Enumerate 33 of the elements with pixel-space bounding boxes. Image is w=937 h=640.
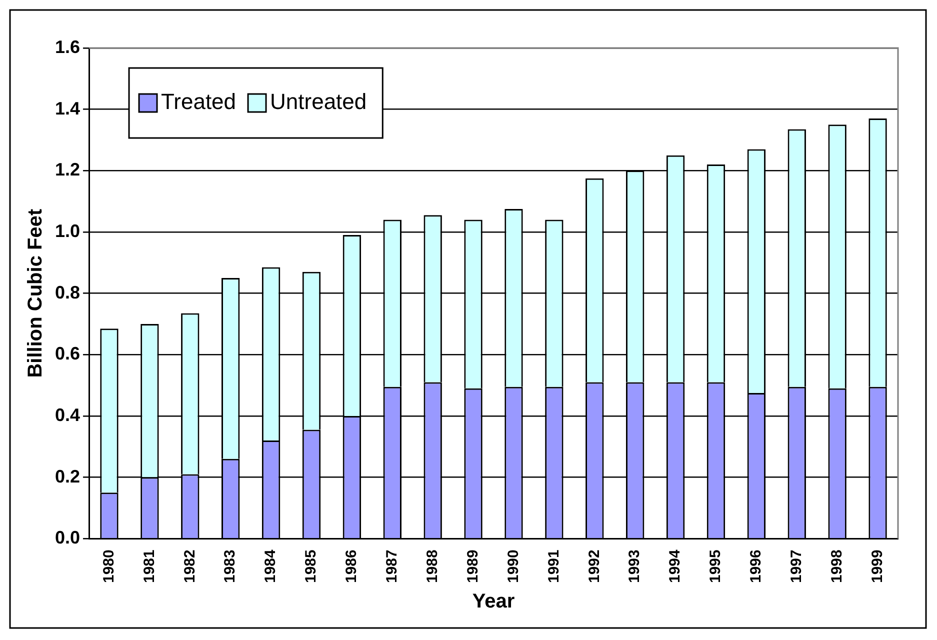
x-tick-label: 1996: [748, 550, 765, 584]
x-tick-label: 1994: [666, 548, 684, 584]
x-tick-label: 1982: [181, 550, 198, 584]
x-tick-label: 1981: [140, 550, 158, 584]
x-tick-label: 1995: [707, 550, 724, 584]
y-tick-label: 0.4: [54, 404, 80, 425]
x-tick-label: 1987: [384, 550, 401, 584]
x-tick-label: 1983: [222, 550, 239, 584]
x-tick-label: 1988: [424, 550, 441, 584]
x-tick-label: 1991: [545, 550, 562, 584]
x-tick-label: 1989: [464, 550, 482, 584]
y-tick-label: 0.0: [54, 528, 80, 548]
y-tick-label: 1.6: [54, 36, 80, 57]
x-tick-label: 1992: [586, 550, 603, 584]
y-axis-title: Billion Cubic Feet: [24, 208, 47, 378]
x-tick-label: 1986: [343, 550, 360, 584]
x-tick-label: 1998: [828, 550, 846, 584]
x-tick-label: 1993: [626, 550, 644, 584]
x-tick-label: 1997: [788, 550, 806, 584]
y-tick-label: 0.8: [54, 282, 80, 302]
y-tick-label: 0.6: [54, 344, 80, 364]
x-axis-title: Year: [472, 590, 515, 613]
x-tick-label: 1985: [302, 550, 320, 584]
x-tick-label: 1980: [100, 550, 118, 584]
x-tick-label: 1999: [868, 550, 886, 584]
y-tick-label: 1.0: [54, 220, 80, 241]
y-tick-label: 1.4: [54, 98, 80, 118]
legend-label: Treated: [161, 89, 236, 114]
x-tick-label: 1984: [262, 548, 280, 584]
legend-label: Untreated: [270, 89, 367, 114]
y-tick-label: 1.2: [54, 160, 80, 180]
x-tick-label: 1990: [504, 550, 522, 584]
y-tick-label: 0.2: [54, 466, 80, 486]
